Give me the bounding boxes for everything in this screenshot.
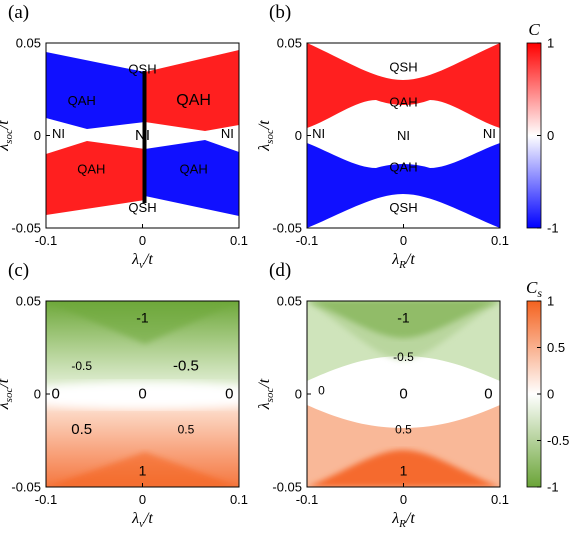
x-tick-label: 0: [400, 233, 407, 248]
region-label: 0: [138, 386, 146, 403]
x-tick-label: 0: [400, 492, 407, 507]
region-label: QAH: [176, 92, 211, 109]
colorbar-tick-label: 0: [547, 128, 554, 143]
panel-label: (d): [269, 260, 291, 281]
panel-c: -1-0.5 -0.50 0 00.5 0.51(c)-0.1 0 0.10.050-0.0…: [0, 260, 248, 530]
region-label: -0.5: [173, 358, 199, 375]
region-label: QAH: [389, 95, 417, 110]
panel-label: (a): [8, 2, 29, 23]
region-fill: [307, 301, 500, 360]
x-axis-label: λR/t: [391, 251, 415, 271]
region-fill: [46, 141, 145, 215]
y-tick-label: 0.05: [16, 36, 41, 51]
region-label: -1: [397, 310, 410, 326]
region-label: 0: [318, 383, 325, 397]
region-label: QAH: [68, 93, 96, 108]
boundary-line: [142, 71, 147, 203]
colorbar-tick-label: 1: [547, 36, 554, 51]
x-axis-label: λv/t: [131, 251, 153, 271]
colorbar-tick-label: 0.5: [547, 340, 565, 355]
region-label: 1: [139, 462, 147, 478]
y-tick-label: -0.05: [272, 480, 302, 495]
y-tick-label: 0: [295, 387, 302, 402]
x-tick-label: 0: [139, 492, 146, 507]
panel-a: QSH QAH QAH NI NI NI QAH QAH QSH (a) -0.1 0 0.1 0.05 0…: [0, 2, 248, 271]
colorbar-cs: 1 0.5 0 -0.5 -1 Cs: [526, 278, 569, 495]
colorbar-title: Cs: [526, 278, 542, 300]
colorbar-tick-label: -1: [547, 221, 559, 236]
region-label: -0.5: [393, 350, 414, 364]
region-label: 1: [400, 462, 408, 478]
x-tick-label: 0.1: [230, 233, 248, 248]
region-label: NI: [312, 126, 325, 141]
x-tick-label: 0: [139, 233, 146, 248]
x-tick-label: 0.1: [491, 492, 509, 507]
panel-label: (c): [8, 260, 29, 281]
region-label: -1: [136, 310, 149, 326]
x-axis-label: λR/t: [391, 510, 415, 530]
y-axis-label: λsoc/t: [0, 378, 15, 410]
region-fill: [307, 143, 500, 228]
region-label: -0.5: [71, 359, 92, 373]
region-label: NI: [397, 128, 410, 143]
region-label: QSH: [389, 60, 417, 75]
region-label: QSH: [389, 200, 417, 215]
region-label: QAH: [180, 161, 208, 176]
y-axis-label: λsoc/t: [256, 378, 276, 410]
colorbar-tick-label: 0: [547, 387, 554, 402]
region-label: QSH: [128, 61, 156, 76]
colorbar-title: C: [528, 20, 540, 39]
region-label: NI: [483, 126, 496, 141]
y-tick-label: -0.05: [11, 221, 41, 236]
y-tick-label: -0.05: [272, 221, 302, 236]
y-axis-label: λsoc/t: [0, 120, 15, 152]
region-fill: [307, 450, 500, 487]
region-label: QSH: [128, 200, 156, 215]
colorbar-tick-label: -1: [547, 480, 559, 495]
y-tick-label: 0: [34, 128, 41, 143]
region-label: 0.5: [71, 421, 92, 438]
y-tick-label: -0.05: [11, 480, 41, 495]
region-label: 0: [225, 386, 233, 403]
region-label: NI: [135, 127, 150, 144]
y-tick-label: 0.05: [277, 36, 302, 51]
y-axis-label: λsoc/t: [256, 120, 276, 152]
panel-label: (b): [269, 2, 291, 23]
region-label: 0: [484, 386, 492, 403]
y-tick-label: 0: [295, 128, 302, 143]
y-tick-label: 0: [34, 387, 41, 402]
region-label: NI: [52, 126, 65, 141]
region-label: 0.5: [178, 422, 195, 436]
region-label: 0: [51, 386, 59, 403]
x-tick-label: 0.1: [491, 233, 509, 248]
x-axis-label: λv/t: [131, 510, 153, 530]
region-fill: [145, 50, 239, 131]
region-fill: [307, 43, 500, 128]
region-label: 0: [399, 386, 407, 403]
panel-b: QSH QAH NI NI NI QAH QSH (b) -0.1 0 0.1 0.05 0 -0.05 λ…: [256, 2, 509, 271]
region-label: QAH: [77, 161, 105, 176]
x-tick-label: -0.1: [35, 492, 57, 507]
colorbar-tick-label: 1: [547, 294, 554, 309]
y-tick-label: 0.05: [16, 294, 41, 309]
x-tick-label: -0.1: [35, 233, 57, 248]
region-fill: [46, 382, 239, 408]
region-fill: [145, 140, 239, 216]
region-fill: [46, 301, 239, 344]
region-label: 0.5: [395, 422, 412, 436]
x-tick-label: 0.1: [230, 492, 248, 507]
x-tick-label: -0.1: [296, 492, 318, 507]
panel-d: -1 -0.5 0 0 0 0.5 1 (d) -0.1 0 0.1 0.05 0 -0.05 λR/t λs…: [256, 260, 509, 530]
colorbar-tick-label: -0.5: [547, 433, 569, 448]
y-tick-label: 0.05: [277, 294, 302, 309]
x-tick-label: -0.1: [296, 233, 318, 248]
region-fill: [46, 452, 239, 487]
region-fill: [46, 52, 145, 129]
region-label: QAH: [389, 159, 417, 174]
colorbar-c: 1 0 -1 C: [526, 20, 559, 236]
region-label: NI: [221, 126, 234, 141]
